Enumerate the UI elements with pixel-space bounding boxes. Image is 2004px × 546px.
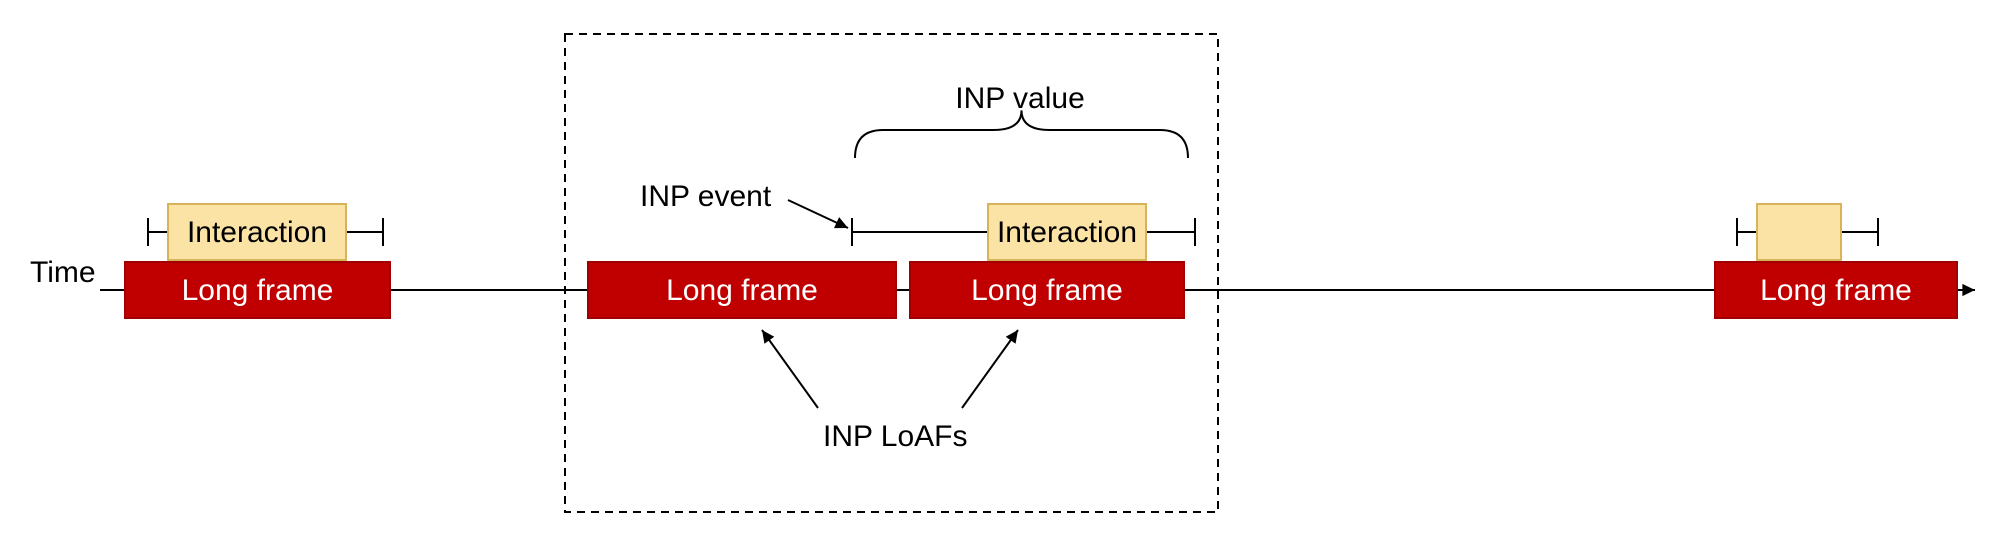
inp-event-annotation: INP event: [640, 180, 848, 228]
long-frame-label: Long frame: [971, 274, 1123, 307]
time-label: Time: [30, 256, 96, 289]
long-frame: Long frame: [125, 262, 390, 318]
interaction: Interaction: [852, 204, 1195, 260]
inp-value-brace: INP value: [855, 82, 1188, 158]
interaction-label: Interaction: [997, 216, 1137, 249]
long-frame: Long frame: [1715, 262, 1957, 318]
long-frame-label: Long frame: [182, 274, 334, 307]
inp-loafs-annotation: INP LoAFs: [762, 330, 1018, 453]
long-frame: Long frame: [588, 262, 896, 318]
interaction: [1737, 204, 1878, 260]
inp-event-label: INP event: [640, 180, 772, 213]
long-frame-label: Long frame: [1760, 274, 1912, 307]
long-frame: Long frame: [910, 262, 1184, 318]
interaction: Interaction: [148, 204, 383, 260]
long-frame-label: Long frame: [666, 274, 818, 307]
interaction-label: Interaction: [187, 216, 327, 249]
inp-loafs-label: INP LoAFs: [823, 420, 968, 453]
inp-value-label: INP value: [955, 82, 1085, 115]
